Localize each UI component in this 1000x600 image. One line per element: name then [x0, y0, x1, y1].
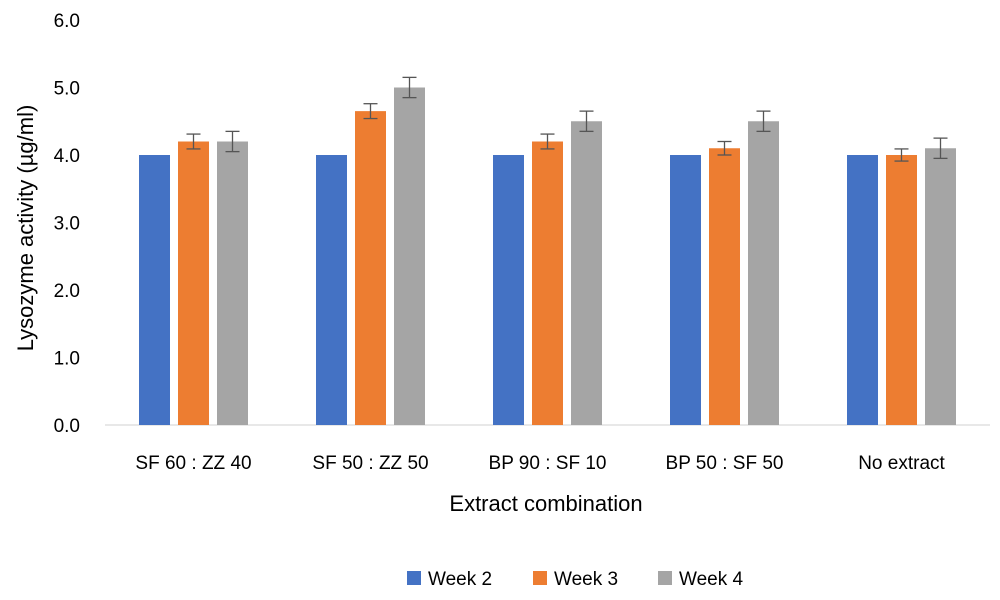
error-bar — [933, 137, 948, 160]
error-bar — [186, 133, 201, 150]
legend-label: Week 4 — [679, 569, 744, 590]
legend-label: Week 3 — [554, 569, 618, 590]
bar — [709, 148, 740, 425]
bar — [139, 155, 170, 425]
bar — [493, 155, 524, 425]
y-tick-label: 4.0 — [54, 146, 80, 167]
legend-item: Week 3 — [533, 569, 618, 590]
legend-item: Week 2 — [407, 569, 492, 590]
x-axis-ticks: SF 60 : ZZ 40 SF 50 : ZZ 50 BP 90 : SF 10 B… — [135, 453, 945, 474]
bar — [532, 141, 563, 425]
bar — [670, 155, 701, 425]
error-bars-group — [186, 76, 948, 162]
error-bar — [402, 76, 417, 99]
legend-swatch — [533, 571, 547, 585]
y-tick-label: 1.0 — [54, 349, 80, 370]
error-bar — [225, 130, 240, 153]
y-tick-label: 3.0 — [54, 214, 80, 235]
x-tick-label: SF 60 : ZZ 40 — [135, 453, 251, 474]
bar — [355, 111, 386, 425]
error-bar — [540, 133, 555, 150]
legend-swatch — [407, 571, 421, 585]
legend: Week 2 Week 3 Week 4 — [407, 569, 744, 590]
bar — [571, 121, 602, 425]
bar — [748, 121, 779, 425]
x-tick-label: SF 50 : ZZ 50 — [312, 453, 428, 474]
legend-swatch — [658, 571, 672, 585]
bar — [925, 148, 956, 425]
error-bar — [579, 110, 594, 133]
y-tick-label: 2.0 — [54, 281, 80, 302]
x-tick-label: BP 50 : SF 50 — [666, 453, 784, 474]
y-tick-label: 0.0 — [54, 416, 80, 437]
x-tick-label: No extract — [858, 453, 945, 474]
legend-label: Week 2 — [428, 569, 492, 590]
error-bar — [756, 110, 771, 133]
legend-item: Week 4 — [658, 569, 744, 590]
x-tick-label: BP 90 : SF 10 — [489, 453, 607, 474]
error-bar — [363, 103, 378, 120]
bar — [394, 87, 425, 425]
bar — [316, 155, 347, 425]
bars-group — [139, 87, 956, 425]
y-axis-ticks: 0.0 1.0 2.0 3.0 4.0 5.0 6.0 — [54, 11, 80, 437]
y-tick-label: 6.0 — [54, 11, 80, 32]
y-axis-title: Lysozyme activity (µg/ml) — [13, 105, 38, 352]
error-bar — [894, 148, 909, 162]
x-axis-title: Extract combination — [449, 491, 642, 516]
error-bar — [717, 140, 732, 156]
y-tick-label: 5.0 — [54, 79, 80, 100]
bar — [847, 155, 878, 425]
bar — [886, 155, 917, 425]
bar — [178, 141, 209, 425]
bar — [217, 141, 248, 425]
